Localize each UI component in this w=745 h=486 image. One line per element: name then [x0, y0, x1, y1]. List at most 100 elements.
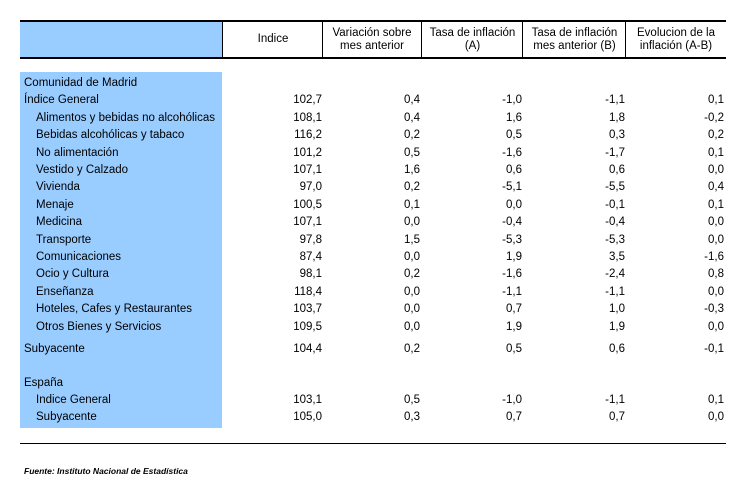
header-label-cell [20, 22, 222, 57]
table-row: Comunicaciones 87,4 0,0 1,9 3,5 -1,6 [0, 249, 745, 266]
cell-value: 0,0 [708, 216, 724, 228]
cell-value: 1,5 [404, 234, 420, 246]
cell-value: 107,1 [293, 164, 322, 176]
cell-value: 3,5 [609, 251, 625, 263]
cell-value: -1,1 [605, 94, 625, 106]
cell-value: 97,8 [299, 234, 322, 246]
cell-value: 1,6 [506, 112, 522, 124]
cell-value: -0,4 [502, 216, 522, 228]
table-row: Hoteles, Cafes y Restaurantes 103,7 0,0 0,7… [0, 301, 745, 318]
cell-value: 116,2 [294, 129, 322, 141]
col-header-tasa-a: Tasa de inflación (A) [421, 22, 523, 57]
cell-value: -5,3 [502, 234, 522, 246]
cell-value: -1,0 [502, 394, 522, 406]
cell-value: 105,0 [293, 411, 322, 423]
cell-value: 1,6 [404, 164, 420, 176]
cell-value: -1,6 [502, 147, 522, 159]
table-row: Vestido y Calzado 107,1 1,6 0,6 0,6 0,0 [0, 162, 745, 179]
cell-value: -2,4 [605, 268, 625, 280]
row-label: Hoteles, Cafes y Restaurantes [36, 303, 192, 315]
row-label: Índice General [24, 94, 99, 106]
cell-value: 0,0 [708, 234, 724, 246]
cell-value: -1,7 [605, 147, 625, 159]
cell-value: 0,0 [708, 411, 724, 423]
cell-value: 0,0 [404, 251, 420, 263]
cell-value: -5,5 [605, 181, 625, 193]
table-row: Bebidas alcohólicas y tabaco 116,2 0,2 0,5 0… [0, 127, 745, 144]
table-row: No alimentación 101,2 0,5 -1,6 -1,7 0,1 [0, 145, 745, 162]
cell-value: 0,4 [404, 94, 420, 106]
cell-value: -1,1 [605, 394, 625, 406]
table-row: Subyacente 105,0 0,3 0,7 0,7 0,0 [0, 409, 745, 426]
cell-value: 0,3 [609, 129, 625, 141]
cell-value: 98,1 [299, 268, 322, 280]
cell-value: 0,2 [404, 343, 420, 355]
table-row: Subyacente 104,4 0,2 0,5 0,6 -0,1 [0, 341, 745, 358]
cell-value: 101,2 [293, 147, 322, 159]
col-header-tasa-b: Tasa de inflación mes anterior (B) [522, 22, 626, 57]
cell-value: -1,1 [502, 286, 522, 298]
row-label: Subyacente [24, 343, 85, 355]
cell-value: -1,0 [502, 94, 522, 106]
header-bottom-rule [20, 57, 726, 59]
cell-value: 0,6 [609, 343, 625, 355]
cell-value: 0,5 [404, 394, 420, 406]
cell-value: 97,0 [299, 181, 322, 193]
cell-value: 1,9 [506, 321, 522, 333]
section-title: Comunidad de Madrid [0, 75, 745, 92]
table-row: Ocio y Cultura 98,1 0,2 -1,6 -2,4 0,8 [0, 266, 745, 283]
cell-value: 0,2 [404, 181, 420, 193]
cell-value: 1,0 [609, 303, 625, 315]
cell-value: 100,5 [293, 199, 322, 211]
cell-value: 0,0 [708, 286, 724, 298]
table-row: Menaje 100,5 0,1 0,0 -0,1 0,1 [0, 197, 745, 214]
cell-value: 1,8 [609, 112, 625, 124]
cell-value: -5,1 [502, 181, 522, 193]
cell-value: 0,0 [506, 199, 522, 211]
cell-value: 0,2 [404, 129, 420, 141]
section-title-label: España [24, 377, 64, 389]
col-header-variacion: Variación sobre mes anterior [322, 22, 421, 57]
row-label: No alimentación [36, 147, 119, 159]
col-header-evolucion: Evolucion de la inflación (A-B) [625, 22, 726, 57]
table-bottom-rule [20, 443, 726, 444]
cell-value: 0,5 [506, 129, 522, 141]
cell-value: 0,0 [404, 321, 420, 333]
cell-value: -0,1 [605, 199, 625, 211]
cell-value: 0,0 [708, 164, 724, 176]
cell-value: 0,4 [404, 112, 420, 124]
cell-value: 0,7 [506, 303, 522, 315]
row-label: Subyacente [36, 411, 97, 423]
cell-value: 0,1 [708, 394, 724, 406]
cell-value: 0,0 [404, 216, 420, 228]
cell-value: 0,3 [404, 411, 420, 423]
row-label: Bebidas alcohólicas y tabaco [36, 129, 185, 141]
cell-value: 0,7 [609, 411, 625, 423]
section-title: España [0, 375, 745, 392]
cell-value: 103,1 [293, 394, 322, 406]
cell-value: -0,3 [704, 303, 724, 315]
row-label: Medicina [36, 216, 83, 228]
table-row: Índice General 102,7 0,4 -1,0 -1,1 0,1 [0, 92, 745, 109]
cell-value: 0,2 [708, 129, 724, 141]
row-label: Vestido y Calzado [36, 164, 129, 176]
cell-value: 0,1 [708, 147, 724, 159]
table-row: Transporte 97,8 1,5 -5,3 -5,3 0,0 [0, 232, 745, 249]
cell-value: 0,0 [708, 321, 724, 333]
cell-value: 0,1 [708, 94, 724, 106]
row-label: Otros Bienes y Servicios [36, 321, 162, 333]
cell-value: 118,4 [294, 286, 322, 298]
cell-value: 0,7 [506, 411, 522, 423]
cell-value: -0,4 [605, 216, 625, 228]
table-row: Otros Bienes y Servicios 109,5 0,0 1,9 1,9 0,… [0, 319, 745, 336]
cell-value: 1,9 [506, 251, 522, 263]
cell-value: -0,2 [704, 112, 724, 124]
cell-value: -1,6 [502, 268, 522, 280]
cell-value: 108,1 [293, 112, 322, 124]
header-top-rule [20, 20, 726, 22]
cell-value: 104,4 [293, 343, 322, 355]
cell-value: 107,1 [293, 216, 322, 228]
cell-value: 109,5 [293, 321, 322, 333]
row-label: Alimentos y bebidas no alcohólicas [36, 112, 215, 124]
cell-value: 0,0 [404, 303, 420, 315]
